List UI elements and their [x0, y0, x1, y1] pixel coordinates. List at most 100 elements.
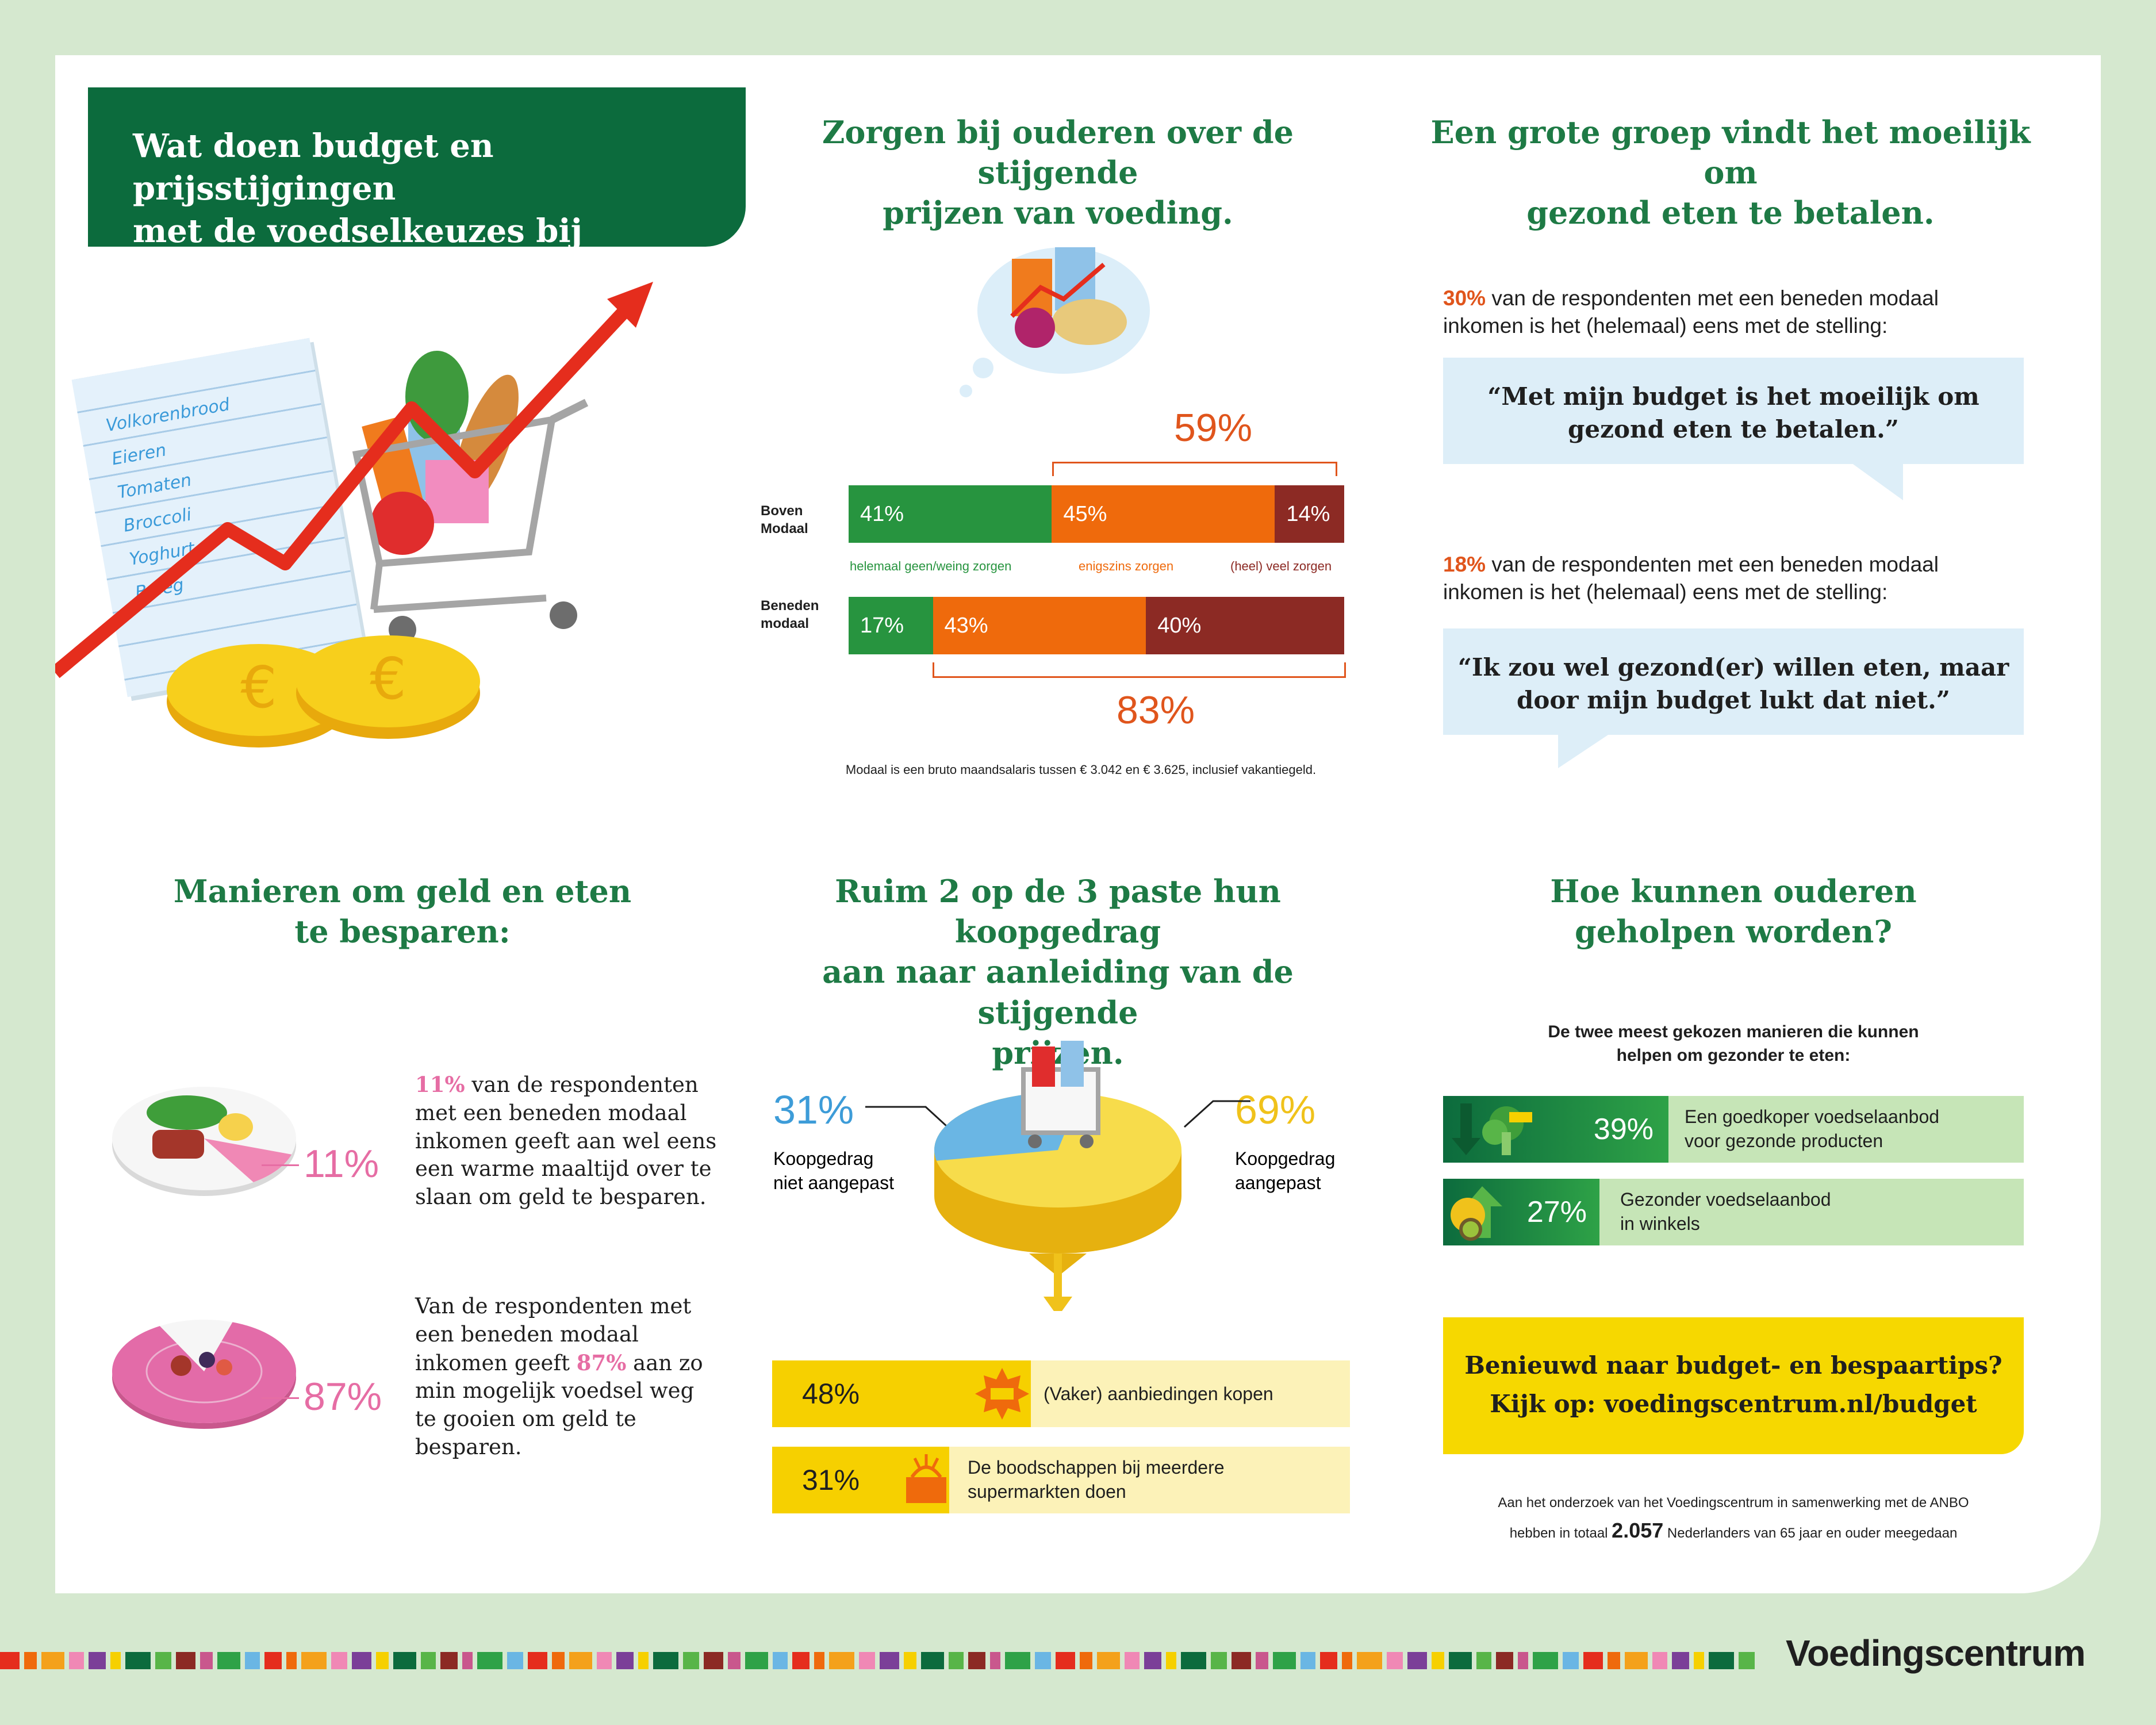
stripe-segment: [1181, 1652, 1206, 1669]
plate-meal-icon: [112, 1087, 296, 1196]
stripe-segment: [653, 1652, 678, 1669]
help-row-2-pct-cell: 27%: [1443, 1179, 1599, 1245]
stripe-segment: [814, 1652, 824, 1669]
stripe-segment: [859, 1652, 875, 1669]
brand-logo[interactable]: Voedingscentrum: [1786, 1632, 2086, 1674]
stripe-segment: [1211, 1652, 1227, 1669]
stripe-segment: [1709, 1652, 1734, 1669]
stripe-segment: [89, 1652, 106, 1669]
stripe-segment: [1652, 1652, 1667, 1669]
legend-some: enigszins zorgen: [1079, 559, 1174, 573]
stripe-segment: [1232, 1652, 1251, 1669]
stripe-segment: [728, 1652, 741, 1669]
stripe-segment: [1608, 1652, 1620, 1669]
stripe-segment: [1672, 1652, 1689, 1669]
survey-footer: Aan het onderzoek van het Voedingscentru…: [1498, 1495, 1969, 1543]
stat-18-text: 18% van de respondenten met een beneden …: [1443, 553, 1939, 604]
pie-right-label: Koopgedrag aangepast: [1235, 1148, 1336, 1193]
stripe-segment: [1407, 1652, 1427, 1669]
bar-segment-none: 17%: [849, 597, 933, 654]
stripe-segment: [1056, 1652, 1075, 1669]
stripe-segment: [1518, 1652, 1528, 1669]
worry-title: Zorgen bij ouderen over de stijgende pri…: [822, 114, 1294, 232]
stripe-segment: [1256, 1652, 1268, 1669]
stripe-segment: [1625, 1652, 1648, 1669]
stripe-segment: [1342, 1652, 1352, 1669]
stripe-segment: [301, 1652, 327, 1669]
stripe-segment: [264, 1652, 282, 1669]
stripe-segment: [638, 1652, 649, 1669]
stripe-segment: [921, 1652, 944, 1669]
stripe-segment: [1320, 1652, 1337, 1669]
svg-text:€: €: [240, 654, 277, 721]
stripe-segment: [176, 1652, 195, 1669]
stripe-segment: [69, 1652, 84, 1669]
pie-left-label: Koopgedrag niet aangepast: [773, 1148, 894, 1193]
stripe-segment: [1387, 1652, 1403, 1669]
behavior-row-2-label: De boodschappen bij meerdere supermarkte…: [968, 1457, 1225, 1502]
quote-bubble-1-tail: [1851, 463, 1903, 500]
bar-segment-none: 41%: [849, 485, 1052, 543]
pie-right-pct: 69%: [1235, 1087, 1316, 1132]
fruit-price-up-icon: [1451, 1186, 1502, 1241]
quote-bubble-1: [1443, 358, 2024, 464]
sale-badge-icon: [975, 1368, 1029, 1420]
cta-box[interactable]: Benieuwd naar budget- en bespaartips? Ki…: [1443, 1317, 2024, 1454]
budget-link[interactable]: Kijk op: voedingscentrum.nl/budget: [1490, 1390, 1977, 1419]
pie-left-pct: 31%: [773, 1087, 854, 1132]
stripe-segment: [1144, 1652, 1161, 1669]
stripe-segment: [1476, 1652, 1491, 1669]
stripe-segment: [155, 1652, 171, 1669]
stripe-segment: [0, 1652, 20, 1669]
stripe-segment: [597, 1652, 612, 1669]
plate-2-text: Van de respondenten met een beneden moda…: [415, 1294, 703, 1460]
page-title: Wat doen budget en prijsstijgingen met d…: [133, 127, 582, 293]
stat-30-text: 30% van de respondenten met een beneden …: [1443, 286, 1939, 338]
header-box: Wat doen budget en prijsstijgingen met d…: [88, 87, 746, 293]
koopgedrag-pie-chart: [865, 1041, 1250, 1311]
plate-2-pct: 87%: [304, 1375, 382, 1419]
quote-bubble-2-tail: [1558, 734, 1610, 768]
stripe-segment: [569, 1652, 592, 1669]
row-label-boven: Boven Modaal: [761, 503, 808, 537]
difficult-title: Een grote groep vindt het moeilijk om ge…: [1430, 114, 2031, 232]
legend-much: (heel) veel zorgen: [1230, 559, 1332, 573]
thought-bubble-icon: [960, 247, 1150, 397]
saving-title: Manieren om geld en eten te besparen:: [173, 873, 632, 950]
stripe-segment: [1357, 1652, 1382, 1669]
plate-1-leader-line: [262, 1164, 299, 1166]
help-title: Hoe kunnen ouderen geholpen worden?: [1550, 873, 1917, 950]
stripe-segment: [331, 1652, 347, 1669]
shopping-basket-icon: [906, 1454, 946, 1503]
rising-price-arrow-icon: [55, 282, 653, 678]
stripe-segment: [968, 1652, 985, 1669]
legend-none: helemaal geen/weing zorgen: [850, 559, 1012, 573]
bar-segment-some: 45%: [1052, 485, 1275, 543]
stripe-segment: [949, 1652, 964, 1669]
bar-segment-some: 43%: [933, 597, 1146, 654]
stripe-segment: [745, 1652, 768, 1669]
stripe-segment: [1166, 1652, 1176, 1669]
stripe-segment: [528, 1652, 547, 1669]
stripe-segment: [880, 1652, 899, 1669]
stripe-segment: [552, 1652, 565, 1669]
stripe-segment: [1097, 1652, 1120, 1669]
stripe-segment: [829, 1652, 854, 1669]
cart-basket-icon: [352, 415, 557, 568]
stripe-segment: [376, 1652, 389, 1669]
stripe-segment: [773, 1652, 788, 1669]
broccoli-price-down-icon: [1452, 1103, 1532, 1155]
stripe-segment: [200, 1652, 213, 1669]
stripe-segment: [477, 1652, 502, 1669]
stripe-segment: [462, 1652, 473, 1669]
help-row-gezonder: 27% Gezonder voedselaanbod in winkels: [1443, 1179, 2024, 1245]
stripe-segment: [286, 1652, 297, 1669]
behavior-row-supermarkten: 31% De boodschappen bij meerdere superma…: [772, 1447, 1350, 1513]
plate-leftovers-icon: [112, 1320, 296, 1429]
stripe-segment: [1432, 1652, 1444, 1669]
stripe-segment: [125, 1652, 151, 1669]
bottom-bracket-label: 83%: [1116, 688, 1195, 732]
stripe-segment: [904, 1652, 916, 1669]
stripe-segment: [1739, 1652, 1755, 1669]
stripe-segment: [352, 1652, 371, 1669]
